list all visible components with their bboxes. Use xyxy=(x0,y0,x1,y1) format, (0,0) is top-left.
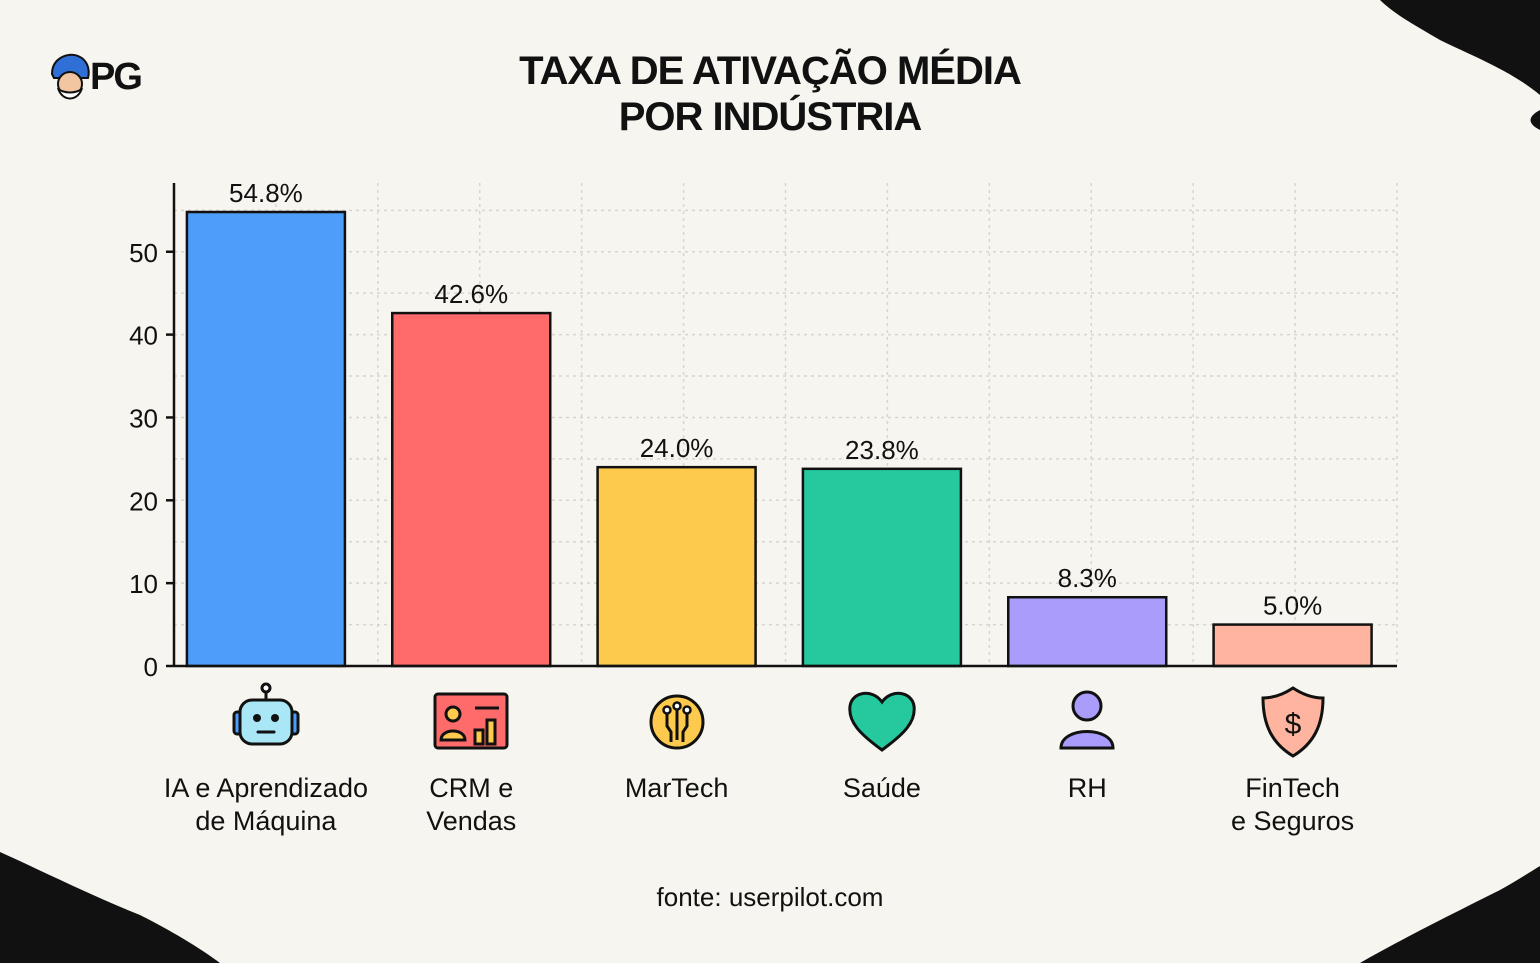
bar xyxy=(1212,623,1373,668)
data-labels: 54.8% 42.6% 24.0% 23.8% 8.3% 5.0% xyxy=(229,178,1322,621)
x-category-label: CRM e Vendas xyxy=(351,772,591,838)
chart-title-line: TAXA DE ATIVAÇÃO MÉDIA xyxy=(519,49,1022,93)
crm-chart-icon xyxy=(431,682,511,762)
data-label: 24.0% xyxy=(640,433,714,463)
shield-dollar-icon: $ xyxy=(1253,682,1333,762)
x-category-label: Saúde xyxy=(762,772,1002,805)
x-category-label-line: MarTech xyxy=(624,773,729,803)
x-category-label: FinTech e Seguros xyxy=(1173,772,1413,838)
person-icon xyxy=(1047,682,1127,762)
svg-text:$: $ xyxy=(1284,708,1301,741)
source-prefix: fonte: xyxy=(656,882,722,912)
y-tick-label: 10 xyxy=(129,569,158,599)
bar xyxy=(596,465,757,668)
data-label: 8.3% xyxy=(1058,563,1117,593)
source-site: userpilot.com xyxy=(728,882,884,912)
x-category-label-line: Vendas xyxy=(426,806,517,836)
x-category-label-line: de Máquina xyxy=(195,806,337,836)
x-category-label: RH xyxy=(967,772,1207,805)
turban-avatar-icon xyxy=(50,53,90,100)
brand-logo: PG xyxy=(48,50,148,106)
y-axis-ticks: 0 10 20 30 40 50 xyxy=(129,238,174,682)
bars xyxy=(185,210,1373,668)
x-category-label: MarTech xyxy=(557,772,797,805)
bar xyxy=(391,311,552,668)
source-credit: fonte: userpilot.com xyxy=(520,882,1020,913)
heart-icon xyxy=(842,682,922,762)
axes xyxy=(172,183,1397,668)
brand-logo-text: PG xyxy=(90,56,143,98)
x-category-label-line: RH xyxy=(1067,773,1107,803)
y-tick-label: 0 xyxy=(144,652,158,682)
y-tick-label: 40 xyxy=(129,321,158,351)
bar xyxy=(185,210,347,668)
data-label: 42.6% xyxy=(434,279,508,309)
x-category-label-line: FinTech xyxy=(1245,773,1340,803)
bar xyxy=(801,467,963,668)
y-tick-label: 30 xyxy=(129,403,158,433)
x-category-label-line: Saúde xyxy=(842,773,921,803)
bar xyxy=(1007,595,1168,668)
data-label: 23.8% xyxy=(845,435,919,465)
x-category-label-line: IA e Aprendizado xyxy=(163,773,368,803)
x-category-label-line: CRM e xyxy=(429,773,514,803)
x-category-label: IA e Aprendizado de Máquina xyxy=(146,772,386,838)
grid xyxy=(174,183,1398,666)
chip-circuit-icon xyxy=(637,682,717,762)
x-category-label-line: e Seguros xyxy=(1231,806,1355,836)
chart-title: TAXA DE ATIVAÇÃO MÉDIA POR INDÚSTRIA xyxy=(370,48,1170,140)
y-tick-label: 50 xyxy=(129,238,158,268)
robot-icon xyxy=(226,682,306,762)
chart-title-line: POR INDÚSTRIA xyxy=(618,95,923,139)
data-label: 5.0% xyxy=(1263,591,1322,621)
data-label: 54.8% xyxy=(229,178,303,208)
y-tick-label: 20 xyxy=(129,486,158,516)
